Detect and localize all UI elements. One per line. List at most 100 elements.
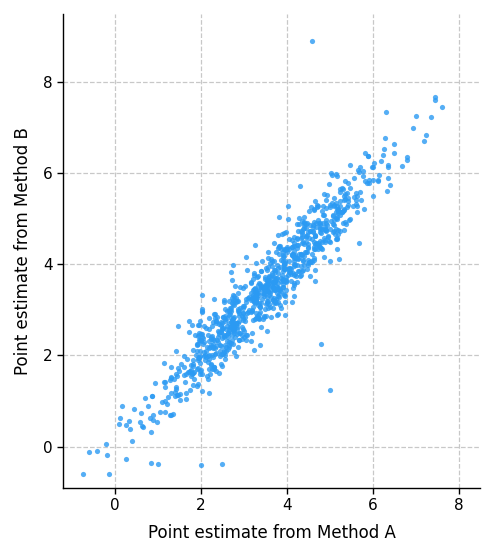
Point — [240, 309, 247, 318]
Point — [326, 225, 333, 234]
Point — [303, 248, 311, 257]
Point — [302, 233, 310, 242]
Point — [290, 242, 298, 251]
Point — [365, 178, 373, 187]
Point — [420, 137, 428, 146]
Point — [254, 271, 262, 280]
Point — [218, 319, 226, 327]
Point — [264, 262, 272, 271]
Point — [226, 327, 234, 336]
Point — [263, 275, 271, 284]
Point — [288, 250, 296, 259]
Point — [223, 306, 231, 315]
Point — [289, 291, 297, 300]
Point — [263, 265, 271, 274]
Point — [305, 206, 313, 215]
Point — [302, 232, 310, 241]
Point — [159, 398, 166, 406]
Point — [291, 260, 299, 269]
Point — [283, 242, 291, 251]
Point — [323, 219, 330, 228]
Point — [223, 322, 231, 331]
Point — [336, 185, 344, 193]
Point — [364, 152, 371, 161]
Point — [221, 316, 229, 325]
Point — [236, 304, 244, 312]
Point — [275, 292, 283, 301]
Point — [196, 320, 204, 329]
Point — [274, 269, 282, 277]
Point — [281, 310, 289, 319]
Point — [352, 195, 360, 204]
Point — [228, 299, 236, 307]
Point — [206, 354, 213, 363]
Point — [260, 312, 268, 321]
Point — [195, 353, 203, 361]
Point — [247, 329, 255, 337]
Point — [282, 245, 290, 254]
Point — [233, 329, 241, 338]
Point — [220, 332, 228, 341]
Point — [207, 332, 215, 341]
Point — [212, 319, 220, 328]
Point — [310, 243, 318, 252]
Point — [298, 216, 306, 225]
Point — [341, 190, 349, 198]
Point — [280, 290, 288, 299]
Point — [384, 163, 392, 172]
Point — [254, 289, 262, 298]
Point — [205, 350, 212, 359]
Point — [194, 353, 202, 362]
Point — [284, 245, 291, 254]
Point — [205, 336, 212, 345]
Point — [250, 296, 258, 305]
Point — [346, 215, 354, 224]
Point — [290, 232, 298, 241]
Point — [248, 291, 256, 300]
Point — [273, 274, 281, 282]
Point — [209, 318, 217, 327]
Point — [265, 272, 273, 281]
Point — [225, 319, 233, 327]
Point — [202, 353, 210, 362]
Point — [229, 325, 237, 334]
Point — [242, 298, 249, 307]
Point — [275, 212, 283, 221]
Point — [353, 202, 361, 211]
Point — [311, 240, 319, 249]
Point — [427, 113, 435, 122]
Point — [228, 316, 236, 325]
Point — [283, 277, 290, 286]
Point — [334, 207, 342, 216]
Point — [309, 37, 317, 46]
Point — [264, 248, 272, 257]
Point — [390, 139, 398, 148]
Point — [213, 336, 221, 345]
Point — [225, 341, 233, 350]
Point — [364, 178, 371, 187]
Point — [340, 192, 348, 201]
Point — [201, 321, 208, 330]
Point — [220, 330, 228, 339]
Point — [242, 335, 250, 344]
Point — [344, 197, 352, 206]
Point — [353, 192, 361, 201]
Point — [212, 317, 220, 326]
Point — [272, 297, 280, 306]
Point — [273, 281, 281, 290]
Point — [295, 214, 303, 222]
Point — [245, 292, 253, 301]
Point — [167, 410, 175, 419]
Point — [198, 307, 206, 316]
Point — [215, 330, 223, 339]
Point — [217, 317, 225, 326]
Point — [227, 267, 235, 276]
Point — [290, 280, 298, 289]
Point — [330, 201, 338, 210]
Point — [293, 220, 301, 229]
Point — [341, 176, 349, 185]
Point — [257, 283, 265, 292]
Point — [267, 312, 275, 321]
Point — [264, 276, 272, 285]
Point — [308, 235, 316, 244]
